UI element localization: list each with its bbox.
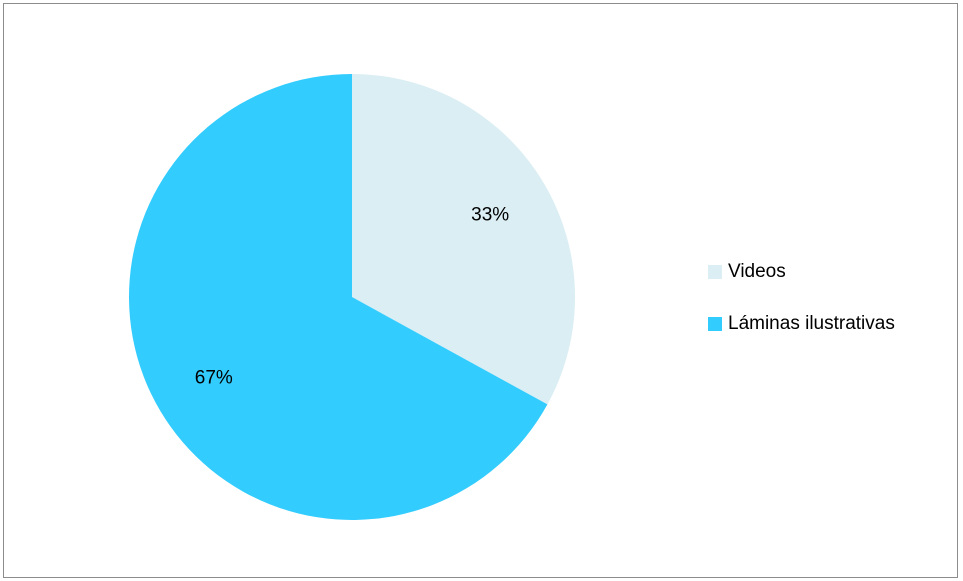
data-label-1: 67% xyxy=(195,368,233,389)
legend-swatch-videos xyxy=(708,265,722,279)
data-label-0: 33% xyxy=(471,204,509,225)
legend-item-laminas: Láminas ilustrativas xyxy=(708,310,895,338)
legend: Videos Láminas ilustrativas xyxy=(708,258,895,362)
pie-slice-0 xyxy=(352,74,575,405)
pie-slice-1 xyxy=(128,74,548,520)
legend-label-laminas: Láminas ilustrativas xyxy=(728,313,895,334)
legend-item-videos: Videos xyxy=(708,258,895,286)
legend-label-videos: Videos xyxy=(728,261,786,282)
legend-swatch-laminas xyxy=(708,317,722,331)
